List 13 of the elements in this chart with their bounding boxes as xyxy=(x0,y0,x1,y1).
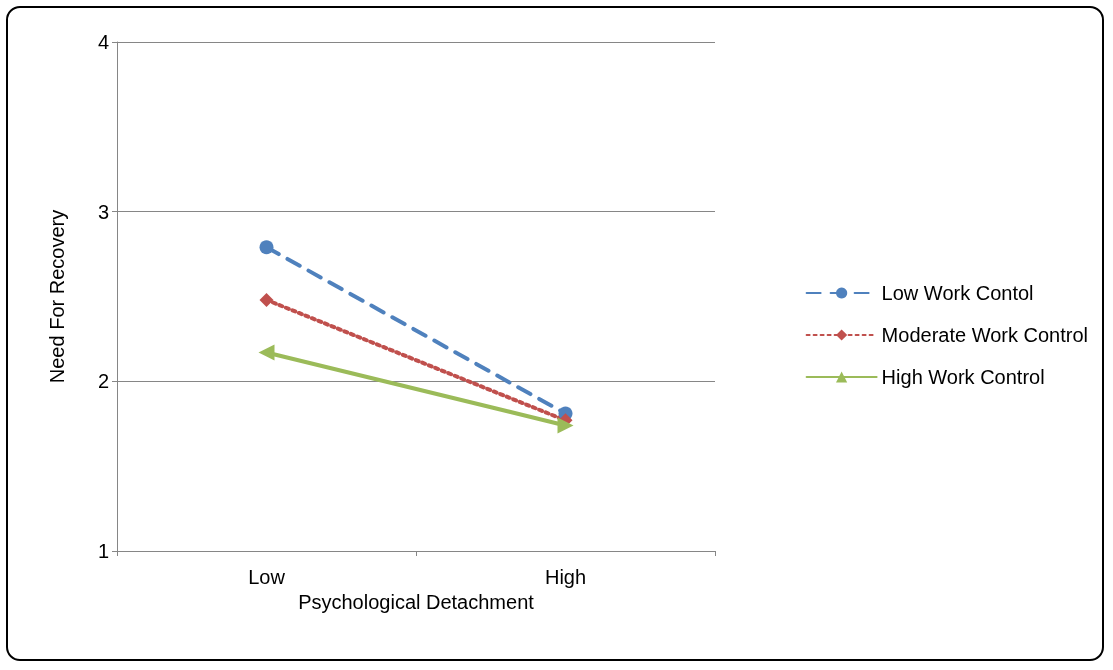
y-tick-label: 4 xyxy=(97,31,109,53)
point xyxy=(259,292,274,307)
point xyxy=(259,240,274,255)
x-tick-label: High xyxy=(544,566,587,588)
legend-label: Low Work Contol xyxy=(881,282,1034,304)
y-tick-label: 1 xyxy=(97,540,109,562)
y-axis-title: Need For Recovery xyxy=(46,209,68,384)
legend-label: Moderate Work Control xyxy=(881,324,1089,346)
legend-label: High Work Control xyxy=(881,366,1045,388)
y-tick-label: 2 xyxy=(97,370,109,393)
y-tick-label: 3 xyxy=(97,200,109,223)
x-axis-title: Psychological Detachment xyxy=(298,590,535,613)
x-tick-label: Low xyxy=(248,566,286,588)
